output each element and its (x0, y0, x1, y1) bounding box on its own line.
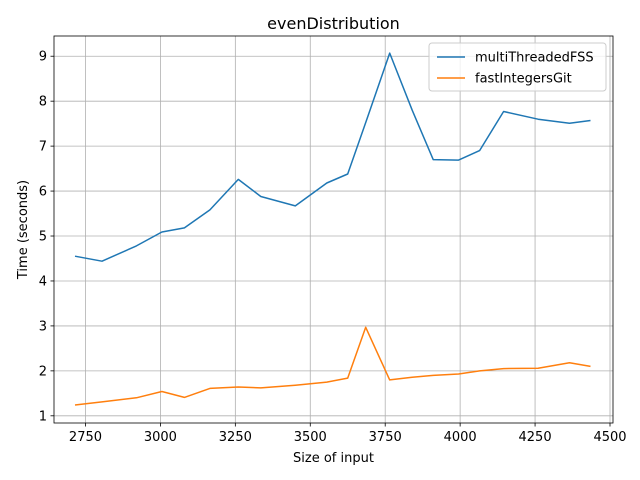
y-tick-label: 5 (39, 230, 47, 245)
plot-frame (53, 35, 614, 424)
x-tick-label: 3500 (294, 430, 327, 445)
y-tick-label: 8 (39, 95, 47, 110)
y-tick-label: 4 (39, 274, 47, 289)
legend-label: multiThreadedFSS (475, 51, 594, 66)
y-axis-title: Time (seconds) (16, 180, 31, 280)
axis-ticks: 2750 3000 3250 3500 3750 4000 4250 4500 1 2 3 4 5 6 7 8… (39, 50, 627, 445)
series-line-fastIntegersGit (74, 326, 591, 406)
x-tick-label: 2750 (69, 430, 102, 445)
x-tick-label: 3000 (144, 430, 177, 445)
legend: multiThreadedFSS fastIntegersGit (428, 42, 607, 92)
legend-label: fastIntegersGit (475, 72, 572, 87)
x-tick-label: 4250 (519, 430, 552, 445)
y-tick-label: 3 (39, 319, 47, 334)
chart-title: evenDistribution (267, 14, 400, 33)
y-tick-label: 1 (39, 409, 47, 424)
x-tick-label: 4500 (593, 430, 626, 445)
legend-frame (428, 42, 607, 92)
y-tick-label: 9 (39, 50, 47, 65)
y-tick-label: 7 (39, 140, 47, 155)
grid-lines (54, 36, 613, 423)
x-tick-label: 4000 (444, 430, 477, 445)
x-tick-label: 3250 (219, 430, 252, 445)
y-tick-label: 6 (39, 185, 47, 200)
y-tick-label: 2 (39, 364, 47, 379)
series-lines (74, 52, 591, 406)
x-tick-label: 3750 (369, 430, 402, 445)
series-line-multiThreadedFSS (74, 52, 591, 262)
x-axis-title: Size of input (293, 451, 374, 466)
